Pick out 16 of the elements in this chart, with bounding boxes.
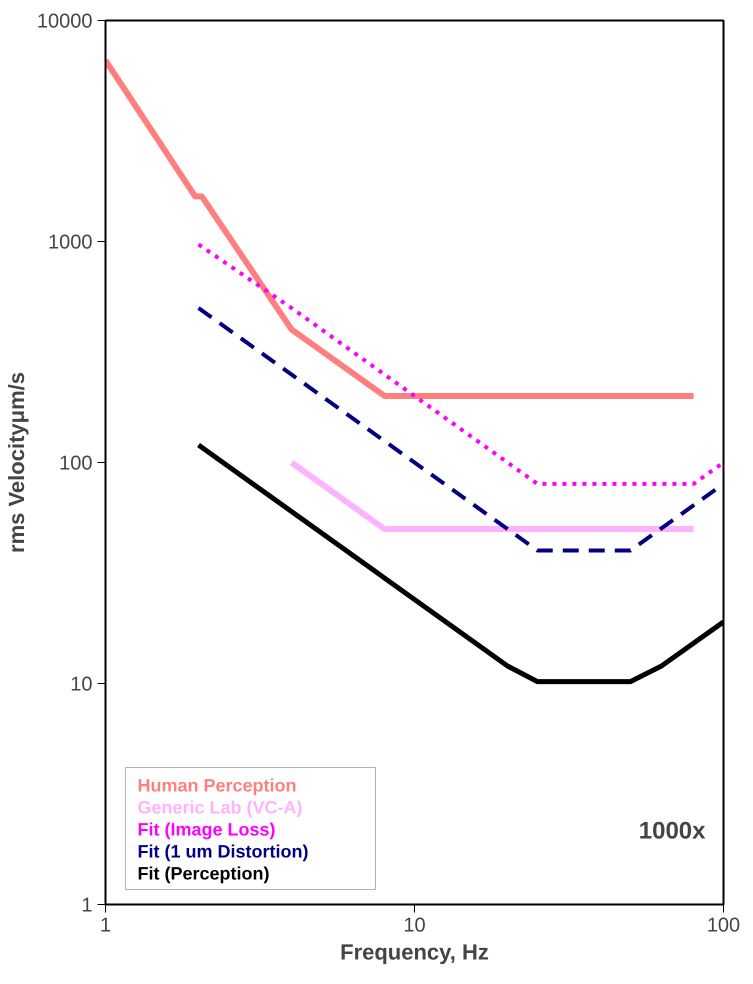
text: Fit (Perception) <box>138 864 270 884</box>
text: Human Perception <box>138 776 297 796</box>
text: Generic Lab (VC-A) <box>138 798 303 818</box>
y-tick-label: 10 <box>70 674 93 696</box>
x-tick-label: 10 <box>403 914 426 936</box>
annotation: 1000x <box>638 818 706 844</box>
x-axis-title: Frequency, Hz <box>340 940 489 964</box>
y-axis-title: rms Velocityμm/s <box>4 372 29 553</box>
y-tick-label: 100 <box>59 452 93 474</box>
y-tick-label: 10000 <box>36 10 93 32</box>
text: Fit (1 um Distortion) <box>138 842 308 862</box>
y-tick-label: 1000 <box>48 232 93 254</box>
x-tick-label: 1 <box>100 914 112 936</box>
y-tick-label: 1 <box>81 894 92 916</box>
text: Fit (Image Loss) <box>138 820 276 840</box>
x-tick-label: 100 <box>706 914 740 936</box>
